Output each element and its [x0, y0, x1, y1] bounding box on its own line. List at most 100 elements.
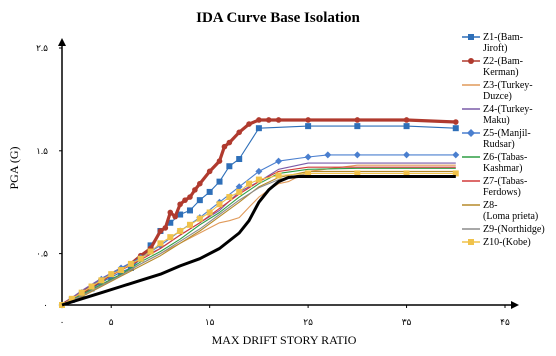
- y-axis-arrow: [58, 38, 66, 46]
- chart-title: IDA Curve Base Isolation: [196, 10, 360, 26]
- data-point: [226, 139, 233, 146]
- data-point: [452, 119, 459, 125]
- legend-label: Z1-(Bam-Jiroft): [483, 32, 523, 54]
- data-point: [275, 157, 283, 165]
- y-tick-label: ۰: [43, 300, 48, 310]
- y-tick-label: ۲.۵: [36, 43, 48, 53]
- data-point: [452, 170, 459, 177]
- data-point: [172, 213, 179, 220]
- legend-item: Z10-(Kobe): [462, 237, 531, 248]
- series-line: [61, 118, 456, 307]
- series-6: [61, 167, 456, 306]
- legend-label: Z2-(Bam-Kerman): [483, 56, 523, 78]
- x-axis-label: MAX DRIFT STORY RATIO: [212, 333, 357, 347]
- data-point: [255, 125, 262, 132]
- data-point: [265, 117, 272, 123]
- data-point: [452, 151, 460, 159]
- data-point: [68, 295, 75, 302]
- data-point: [187, 194, 193, 200]
- legend-item: Z9-(Northidge): [462, 224, 545, 235]
- data-point: [177, 201, 183, 208]
- data-point: [403, 151, 411, 159]
- series-4: [61, 162, 456, 306]
- x-axis-arrow: [511, 301, 519, 309]
- data-point: [88, 283, 95, 290]
- legend-label: Z3-(Turkey-Duzce): [483, 80, 533, 102]
- data-point: [196, 197, 203, 204]
- legend-item: Z7-(Tabas-Ferdows): [462, 176, 527, 198]
- x-tick-label: ۱۵: [205, 317, 215, 327]
- data-point: [196, 215, 203, 222]
- y-tick-label: ۰.۵: [36, 249, 48, 259]
- data-point: [324, 151, 332, 159]
- data-point: [157, 228, 164, 234]
- data-point: [246, 180, 253, 187]
- data-point: [235, 183, 243, 191]
- data-point: [216, 158, 223, 164]
- series-2: [59, 117, 459, 308]
- legend-label: Z9-(Northidge): [483, 224, 545, 235]
- series-line: [61, 170, 456, 306]
- data-point: [255, 176, 262, 183]
- series-line: [61, 125, 456, 306]
- data-point: [127, 260, 134, 267]
- legend-item: Z4-(Turkey-Maku): [462, 104, 533, 126]
- data-point: [354, 123, 361, 130]
- legend-item: Z8-(Loma prieta): [462, 200, 538, 222]
- legend-item: Z2-(Bam-Kerman): [462, 56, 523, 78]
- series-8: [61, 170, 456, 306]
- series-line: [61, 167, 456, 306]
- data-point: [305, 170, 312, 177]
- legend-item: Z1-(Bam-Jiroft): [462, 32, 523, 54]
- data-point: [246, 121, 252, 127]
- data-point: [305, 117, 311, 123]
- data-point: [305, 123, 312, 130]
- legend-item: Z5-(Manjil-Rudsar): [462, 128, 531, 150]
- data-point: [403, 123, 410, 130]
- series-1: [59, 123, 459, 308]
- data-point: [304, 153, 312, 161]
- data-point: [256, 117, 262, 123]
- data-point: [403, 117, 410, 123]
- data-point: [182, 197, 188, 203]
- data-point: [221, 143, 228, 150]
- data-point: [167, 234, 174, 241]
- data-point: [216, 178, 223, 185]
- legend-label: Z7-(Tabas-Ferdows): [483, 176, 527, 198]
- data-point: [147, 248, 154, 255]
- y-tick-label: ۱.۵: [36, 146, 48, 156]
- legend-marker: [468, 34, 474, 40]
- data-point: [197, 180, 203, 187]
- data-point: [162, 225, 169, 231]
- x-tick-label: ۰: [60, 317, 65, 327]
- legend-marker: [467, 129, 475, 137]
- data-point: [206, 209, 213, 216]
- data-point: [354, 170, 361, 177]
- series-3: [61, 164, 456, 306]
- y-axis-label: PGA (G): [7, 146, 21, 189]
- data-point: [353, 151, 361, 159]
- data-point: [78, 289, 85, 296]
- data-point: [255, 167, 263, 175]
- x-tick-label: ۲۵: [303, 317, 313, 327]
- data-point: [186, 221, 193, 228]
- series-11: [61, 175, 456, 307]
- data-point: [216, 201, 223, 208]
- data-point: [403, 170, 410, 177]
- data-point: [236, 129, 242, 136]
- legend-label: Z10-(Kobe): [483, 237, 531, 248]
- data-point: [98, 277, 105, 284]
- series-line: [61, 162, 456, 306]
- data-point: [167, 209, 174, 216]
- series-line: [61, 164, 456, 306]
- legend-label: Z8-(Loma prieta): [483, 200, 538, 222]
- legend-item: Z6-(Tabas-Kashmar): [462, 152, 527, 174]
- data-point: [186, 207, 193, 214]
- x-tick-label: ۳۵: [402, 317, 412, 327]
- legend-label: Z6-(Tabas-Kashmar): [483, 152, 527, 174]
- data-point: [118, 267, 125, 274]
- data-point: [137, 255, 144, 262]
- data-point: [206, 168, 213, 175]
- data-point: [177, 227, 184, 234]
